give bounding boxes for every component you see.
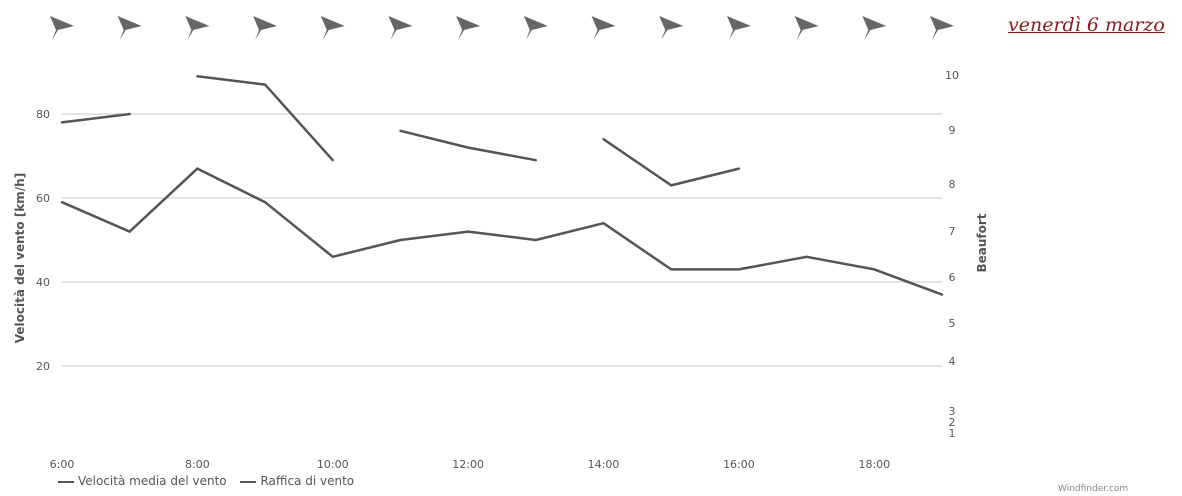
y-axis-label-right: Beaufort [975, 213, 989, 272]
data-point-average-11 [399, 238, 402, 242]
data-point-average-8 [196, 167, 199, 170]
data-point-average-18 [873, 268, 876, 271]
wind-direction-arrow-icon [50, 16, 74, 40]
x-axis-ticks: 6:00 8:00 10:00 12:00 14:00 16:00 18:00 [50, 458, 891, 471]
y-axis-right-beaufort-ticks: 123 4 5 6 7 8 9 10 [945, 69, 959, 440]
wind-direction-arrow-icon [591, 16, 616, 40]
y-axis-label-left: Velocità del vento [km/h] [13, 173, 27, 343]
data-point-average-17 [805, 255, 808, 258]
y-tick-label-60: 60 [36, 192, 50, 205]
beaufort-tick-label-10: 10 [945, 69, 959, 82]
wind-direction-arrow-icon [388, 16, 413, 40]
y-tick-label-20: 20 [36, 360, 50, 373]
data-point-gust-10 [331, 159, 334, 162]
data-point-average-14 [602, 222, 605, 225]
series-line-gust-segment-3 [602, 138, 740, 187]
wind-direction-arrow-icon [523, 16, 548, 40]
data-point-average-7 [128, 230, 131, 233]
date-title: venerdì 6 marzo [1008, 14, 1165, 36]
legend-label-average: Velocità media del vento [78, 474, 227, 488]
x-tick-label-16: 16:00 [723, 458, 755, 471]
wind-direction-arrow-icon [456, 16, 481, 40]
wind-direction-arrow-icon [659, 16, 684, 40]
legend-swatch-average [58, 480, 74, 483]
data-point-gust-13 [534, 159, 538, 162]
data-point-average-10 [331, 255, 334, 258]
data-point-gust-6 [60, 121, 64, 124]
wind-direction-arrows [50, 16, 954, 40]
wind-direction-arrow-icon [726, 16, 751, 40]
beaufort-tick-label-1: 1 [949, 427, 956, 440]
wind-direction-arrow-icon [117, 16, 142, 40]
legend-item-gust: Raffica di vento [240, 474, 354, 488]
data-point-average-9 [263, 201, 267, 204]
data-point-gust-8 [196, 75, 199, 78]
y-tick-label-40: 40 [36, 276, 50, 289]
legend-swatch-gust [240, 480, 257, 483]
data-point-gust-7 [128, 112, 131, 116]
data-point-average-16 [737, 268, 741, 271]
x-tick-label-8: 8:00 [185, 458, 210, 471]
x-tick-label-6: 6:00 [50, 458, 75, 471]
chart-legend: Velocità media del vento Raffica di vent… [58, 474, 364, 488]
data-point-gust-14 [602, 138, 605, 141]
beaufort-tick-label-3: 3 [949, 405, 956, 418]
data-point-average-12 [466, 230, 470, 233]
data-point-average-6 [60, 201, 64, 204]
x-tick-label-14: 14:00 [588, 458, 620, 471]
x-tick-label-12: 12:00 [452, 458, 484, 471]
wind-direction-arrow-icon [794, 16, 819, 40]
data-point-gust-15 [670, 184, 673, 187]
source-credit: Windfinder.com [1058, 484, 1129, 494]
data-lines [60, 74, 944, 296]
series-line-gust-segment-1 [197, 74, 334, 162]
data-point-gust-12 [466, 146, 470, 149]
beaufort-tick-label-9: 9 [949, 124, 956, 137]
data-point-gust-11 [399, 129, 402, 132]
x-tick-label-18: 18:00 [858, 458, 890, 471]
y-axis-left-ticks: 20 40 60 80 [36, 108, 50, 373]
data-point-average-13 [534, 238, 538, 242]
beaufort-tick-label-6: 6 [949, 271, 956, 284]
series-line-gust-segment-2 [400, 129, 537, 162]
data-point-average-19 [940, 293, 944, 296]
beaufort-tick-label-4: 4 [949, 355, 956, 368]
wind-direction-arrow-icon [253, 16, 278, 40]
beaufort-tick-label-2: 2 [949, 416, 956, 429]
legend-label-gust: Raffica di vento [260, 474, 355, 488]
wind-direction-arrow-icon [320, 16, 345, 40]
y-tick-label-80: 80 [36, 108, 50, 121]
beaufort-tick-label-5: 5 [949, 317, 956, 330]
wind-direction-arrow-icon [185, 16, 210, 40]
beaufort-tick-label-7: 7 [949, 225, 956, 238]
beaufort-tick-label-8: 8 [949, 178, 956, 191]
wind-direction-arrow-icon [930, 16, 954, 40]
data-point-average-15 [670, 268, 673, 271]
series-line-average-wind [61, 167, 943, 296]
data-point-gust-9 [263, 83, 267, 86]
wind-direction-arrow-icon [862, 16, 887, 40]
data-point-gust-16 [737, 167, 741, 170]
legend-item-average: Velocità media del vento [58, 474, 227, 488]
grid-lines [62, 113, 942, 367]
series-line-gust-segment-0 [61, 112, 130, 124]
x-tick-label-10: 10:00 [317, 458, 349, 471]
